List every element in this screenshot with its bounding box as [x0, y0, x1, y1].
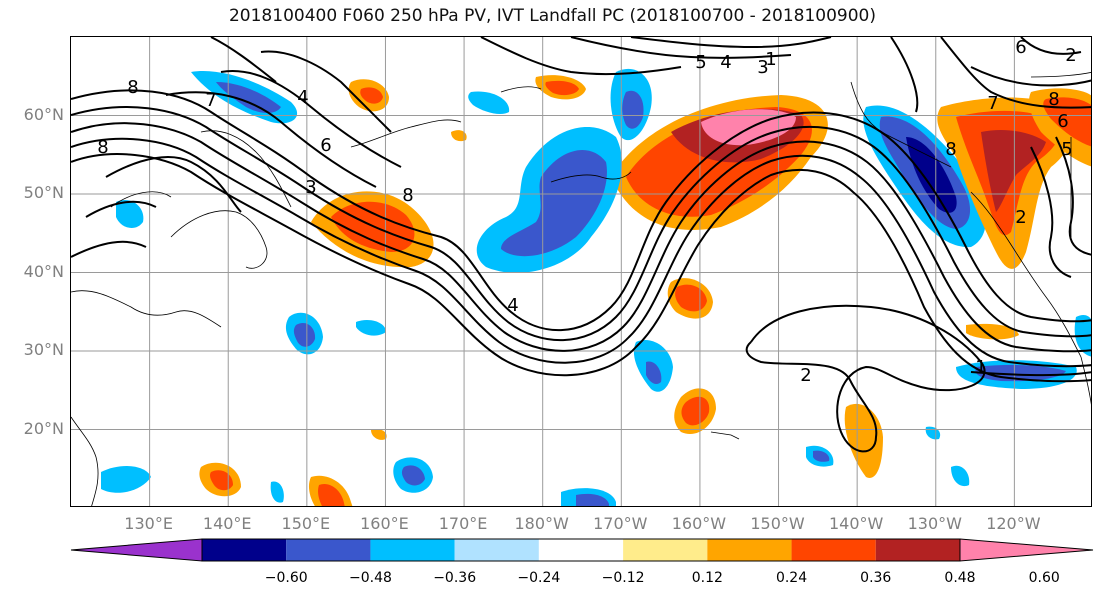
colorbar-tick-label: −0.48	[348, 570, 392, 586]
colorbar-segment	[286, 539, 371, 561]
longitude-label: 130°W	[907, 514, 962, 533]
contour-label: 6	[1057, 111, 1068, 132]
contour-label: 8	[945, 139, 956, 160]
contour-label: 2	[1065, 45, 1076, 66]
longitude-label: 150°W	[750, 514, 805, 533]
colorbar-segment	[959, 538, 1094, 562]
contour-label: 8	[402, 185, 413, 206]
contour-label: 2	[800, 365, 811, 386]
colorbar-tick-label: 0.24	[775, 570, 808, 586]
contour-label: 3	[757, 57, 768, 78]
longitude-label: 150°E	[281, 514, 331, 533]
contour-label: 6	[1015, 37, 1026, 58]
latitude-label: 60°N	[23, 104, 64, 124]
contour-label: 8	[97, 137, 108, 158]
colorbar-segment	[538, 539, 624, 561]
longitude-label: 160°E	[360, 514, 409, 533]
contour-label: 3	[305, 177, 316, 198]
colorbar-tick-label: 0.48	[944, 570, 976, 586]
latitude-label: 20°N	[23, 418, 64, 438]
longitude-label: 140°E	[202, 514, 252, 533]
colorbar-tick-label: 0.12	[691, 570, 723, 586]
contour-label: 1	[975, 357, 986, 378]
pv-shading	[101, 68, 1091, 506]
latitude-label: 30°N	[23, 340, 64, 359]
latitude-label: 40°N	[23, 261, 64, 281]
pv-contours	[71, 37, 1091, 453]
contour-label: 8	[127, 77, 138, 98]
colorbar-segment	[791, 539, 876, 561]
colorbar-segment	[370, 539, 455, 561]
longitude-label: 180°W	[514, 514, 569, 533]
contour-label: 5	[695, 52, 706, 73]
contour-label: 5	[1061, 139, 1072, 160]
contour-label: 8	[1048, 89, 1059, 110]
colorbar	[70, 538, 1094, 562]
colorbar-tick-label: −0.24	[517, 570, 561, 586]
longitude-label: 120°W	[986, 514, 1041, 533]
map-title: 2018100400 F060 250 hPa PV, IVT Landfall…	[228, 6, 876, 26]
colorbar-tick-label: −0.36	[433, 570, 477, 586]
contour-label: 6	[320, 135, 331, 156]
contour-label: 4	[720, 52, 731, 73]
contour-label: 4	[297, 87, 308, 108]
colorbar-segment	[623, 539, 708, 561]
colorbar-segment	[875, 539, 960, 561]
colorbar-tick-label: 0.36	[860, 570, 892, 586]
coastlines	[71, 72, 1091, 506]
contour-label: 4	[507, 295, 518, 316]
longitude-label: 170°W	[593, 514, 648, 533]
longitude-label: 130°E	[124, 514, 173, 533]
contour-label: 7	[987, 93, 998, 114]
colorbar-segment	[70, 538, 203, 562]
contour-label: 7	[205, 90, 216, 111]
longitude-label: 170°E	[438, 514, 488, 533]
colorbar-tick-label: −0.12	[601, 570, 645, 586]
colorbar-segment	[454, 539, 539, 561]
latitude-label: 50°N	[23, 183, 64, 202]
longitude-label: 140°W	[828, 514, 884, 533]
contour-label: 1	[765, 49, 776, 70]
contour-label: 2	[1015, 207, 1026, 228]
colorbar-segment	[202, 539, 287, 561]
colorbar-segment	[707, 539, 792, 561]
colorbar-tick-label: −0.60	[264, 570, 308, 586]
colorbar-tick-label: 0.60	[1028, 570, 1060, 586]
longitude-label: 160°W	[671, 514, 727, 533]
